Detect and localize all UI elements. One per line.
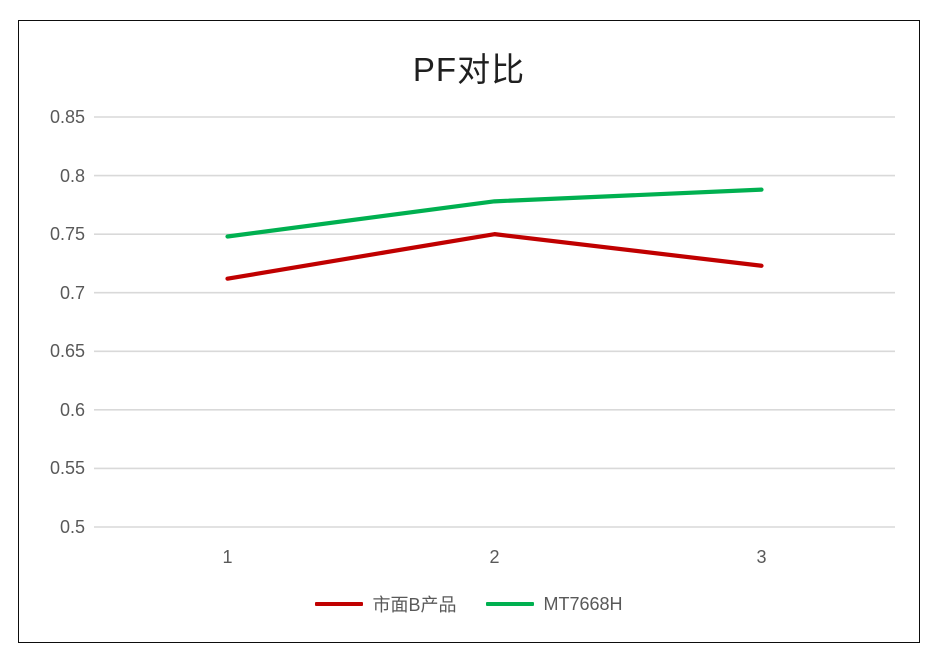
plot-svg [94, 116, 895, 528]
series-line-1 [225, 187, 764, 239]
y-tick-label: 0.55 [49, 458, 85, 479]
series-line-0 [225, 232, 764, 281]
legend: 市面B产品 MT7668H [19, 591, 919, 617]
y-tick-label: 0.65 [49, 341, 85, 362]
legend-item: MT7668H [486, 593, 623, 615]
chart-title: PF对比 [412, 51, 526, 88]
y-tick-label: 0.7 [59, 282, 85, 303]
legend-label: 市面B产品 [372, 595, 457, 615]
x-tick-label: 3 [756, 547, 767, 567]
x-tick-label: 1 [222, 547, 233, 567]
legend-label: MT7668H [543, 593, 623, 614]
legend-line-swatch [315, 601, 364, 607]
legend-line-swatch [486, 601, 535, 607]
legend-item: 市面B产品 [315, 591, 456, 617]
y-tick-label: 0.8 [59, 165, 85, 186]
y-tick-label: 0.6 [59, 399, 85, 420]
x-tick-label: 2 [489, 547, 500, 567]
y-tick-label: 0.5 [59, 517, 85, 537]
chart-frame: PF对比 0.5 0.55 0.6 0.65 0.7 0.75 0.8 0.85 1 2 3 市面… [18, 20, 920, 643]
y-tick-label: 0.85 [49, 107, 85, 127]
y-tick-label: 0.75 [49, 224, 85, 245]
